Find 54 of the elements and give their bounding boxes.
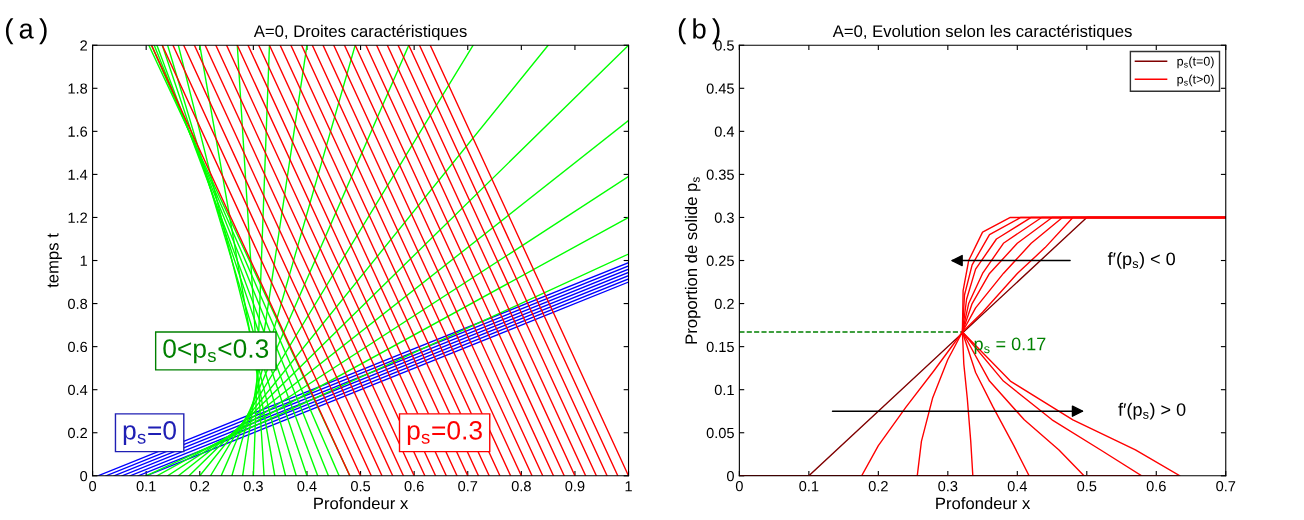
x-tick-label: 0.8 (511, 481, 531, 492)
x-tick-label: 0.5 (1077, 481, 1097, 492)
annotation: p$_{s}$=0.3 (407, 421, 482, 445)
annotation: f′(p$_{s}$) < 0 (1107, 252, 1175, 269)
y-tick-label: 0.8 (68, 298, 88, 309)
y-tick-label: 0.4 (68, 384, 88, 396)
y-tick-label: 0.15 (706, 341, 734, 353)
y-tick-label: 0.45 (706, 83, 734, 94)
x-tick-label: 0.7 (458, 481, 478, 492)
x-tick-label: 0.2 (190, 481, 210, 492)
x-tick-label: 0.7 (1216, 481, 1236, 492)
x-tick-label: 0.6 (1146, 481, 1166, 492)
y-tick-label: 0.2 (714, 298, 734, 309)
x-tick-label: 0 (735, 481, 743, 492)
x-tick-label: 0.3 (243, 481, 263, 492)
x-axis-title: Profondeur x (936, 497, 1031, 510)
y-tick-label: 1.6 (68, 126, 88, 137)
y-tick-label: 0.6 (68, 341, 88, 353)
y-tick-label: 0.4 (714, 126, 735, 137)
legend-label: p$_{s}$(t>0) (1177, 74, 1214, 87)
y-tick-label: 0 (80, 470, 88, 482)
annotation: p$_{s}$=0 (123, 421, 176, 445)
y-axis-title: temps t (47, 233, 62, 288)
y-tick-label: 1.8 (68, 83, 88, 94)
x-tick-label: 0.5 (350, 481, 371, 492)
x-tick-label: 0.6 (404, 481, 424, 492)
annotation: 0<p$_{s}$<0.3 (163, 339, 269, 364)
y-tick-label: 1 (80, 255, 88, 266)
y-tick-label: 0.2 (68, 427, 87, 439)
y-tick-label: 1.4 (68, 169, 88, 180)
y-tick-label: 0.3 (714, 212, 734, 223)
y-tick-label: 0 (726, 470, 734, 482)
x-tick-label: 1 (625, 481, 632, 492)
x-tick-label: 0.9 (565, 481, 585, 492)
x-tick-label: 0 (89, 481, 97, 492)
chart-title: A=0, Evolution selon les caractéristiques (832, 24, 1132, 41)
chart-title: A=0, Droites caractéristiques (253, 24, 467, 41)
x-tick-label: 0.1 (799, 481, 819, 492)
y-tick-label: 0.25 (706, 255, 734, 266)
x-tick-label: 0.4 (1007, 481, 1028, 492)
x-tick-label: 0.2 (868, 481, 888, 492)
x-tick-label: 0.4 (297, 481, 317, 492)
y-tick-label: 1.2 (68, 212, 87, 223)
x-axis-title: Profondeur x (314, 497, 409, 510)
y-tick-label: 0.1 (714, 384, 734, 396)
annotation: f′(p$_{s}$) > 0 (1118, 402, 1186, 420)
y-tick-label: 0.35 (706, 169, 734, 180)
legend-label: p$_{s}$(t=0) (1177, 56, 1214, 69)
x-tick-label: 0.1 (136, 481, 156, 492)
y-axis-title: Proportion de solide p$_{s}$ (684, 177, 701, 344)
x-tick-label: 0.3 (938, 481, 958, 492)
text: (a) (5, 18, 47, 45)
y-tick-label: 2 (80, 40, 87, 51)
y-tick-label: 0.05 (706, 427, 734, 439)
